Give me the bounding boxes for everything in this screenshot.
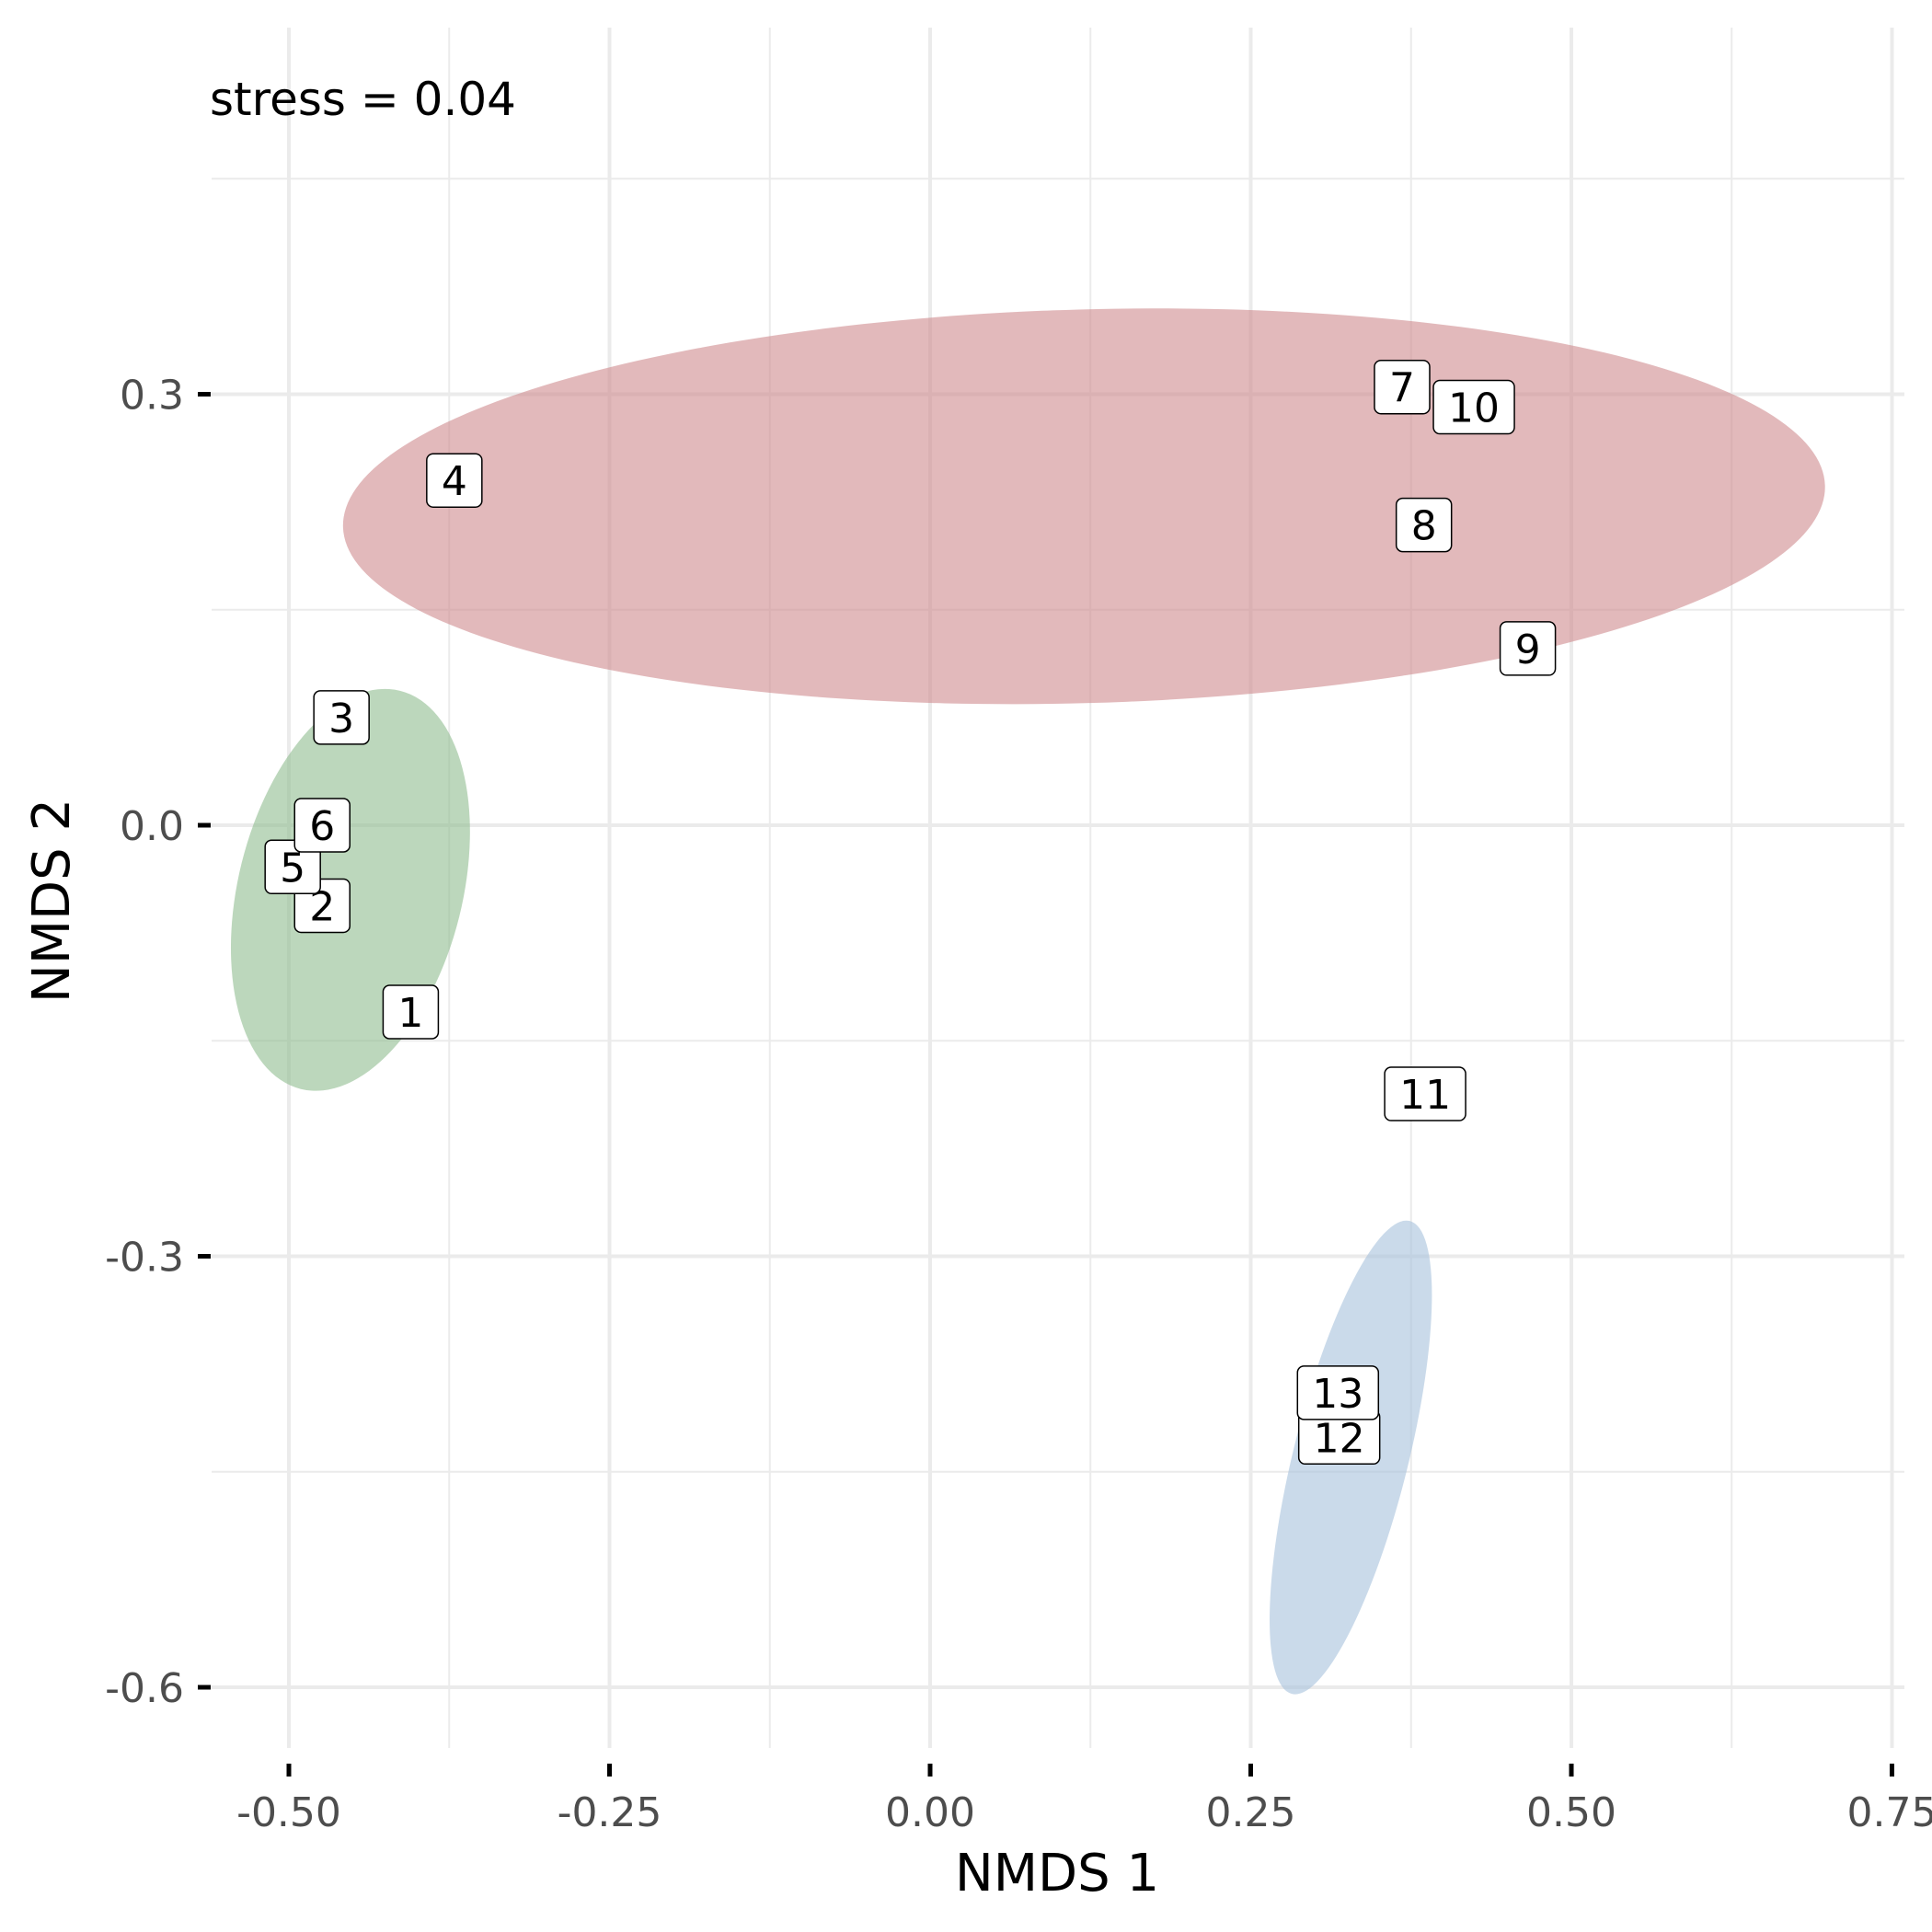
point-label-6: 6 [293, 798, 351, 853]
point-label-7: 7 [1374, 359, 1431, 415]
point-label-10: 10 [1432, 379, 1515, 435]
point-label-3: 3 [313, 690, 370, 745]
point-label-box [1384, 1066, 1466, 1121]
y-tick-label: 0.3 [120, 372, 184, 419]
grid [212, 28, 1904, 1748]
point-label-box [264, 839, 321, 895]
point-label-box [1499, 621, 1557, 676]
x-tick-label: -0.50 [236, 1789, 341, 1836]
axes: -0.50 -0.25 0.00 0.25 0.50 0.75 -0.6 -0.3 0.0 0.3 [105, 372, 1932, 1836]
point-label-box [293, 798, 351, 853]
point-label-text: 6 [309, 803, 335, 850]
point-label-text: 1 [397, 990, 423, 1037]
point-label-5: 5 [264, 839, 321, 895]
y-tick-label: -0.3 [105, 1235, 184, 1282]
point-label-text: 4 [442, 458, 467, 505]
point-label-box [313, 690, 370, 745]
point-label-text: 3 [328, 696, 354, 742]
point-label-text: 7 [1389, 365, 1415, 412]
stress-annotation: stress = 0.04 [210, 73, 516, 126]
x-tick-label: 0.00 [885, 1789, 975, 1836]
point-label-text: 8 [1411, 503, 1437, 550]
x-tick-label: -0.25 [558, 1789, 662, 1836]
point-label-4: 4 [426, 453, 483, 508]
point-label-1: 1 [382, 984, 440, 1040]
point-label-9: 9 [1499, 621, 1557, 676]
group-ellipse-1 [342, 308, 1825, 705]
x-tick-label: 0.75 [1847, 1789, 1932, 1836]
point-label-12: 12 [1297, 1409, 1381, 1466]
x-tick-label: 0.50 [1526, 1789, 1616, 1836]
point-label-8: 8 [1395, 497, 1453, 553]
y-tick-label: 0.0 [120, 803, 184, 850]
x-axis-title: NMDS 1 [955, 1844, 1159, 1903]
point-label-box [426, 453, 483, 508]
point-label-text: 9 [1515, 627, 1541, 673]
point-label-text: 13 [1312, 1371, 1363, 1418]
point-label-box [382, 984, 440, 1040]
point-label-11: 11 [1384, 1066, 1466, 1121]
point-label-text: 5 [280, 845, 305, 891]
point-label-text: 10 [1448, 385, 1500, 432]
y-axis-title: NMDS 2 [22, 799, 82, 1003]
x-tick-label: 0.25 [1206, 1789, 1296, 1836]
point-label-box [1395, 497, 1453, 553]
point-label-box [1374, 359, 1431, 415]
point-label-13: 13 [1296, 1365, 1380, 1420]
point-label-box [1296, 1365, 1380, 1420]
point-label-text: 11 [1399, 1072, 1451, 1119]
point-label-box [1432, 379, 1515, 435]
point-label-text: 12 [1314, 1415, 1365, 1462]
y-tick-label: -0.6 [105, 1665, 184, 1712]
